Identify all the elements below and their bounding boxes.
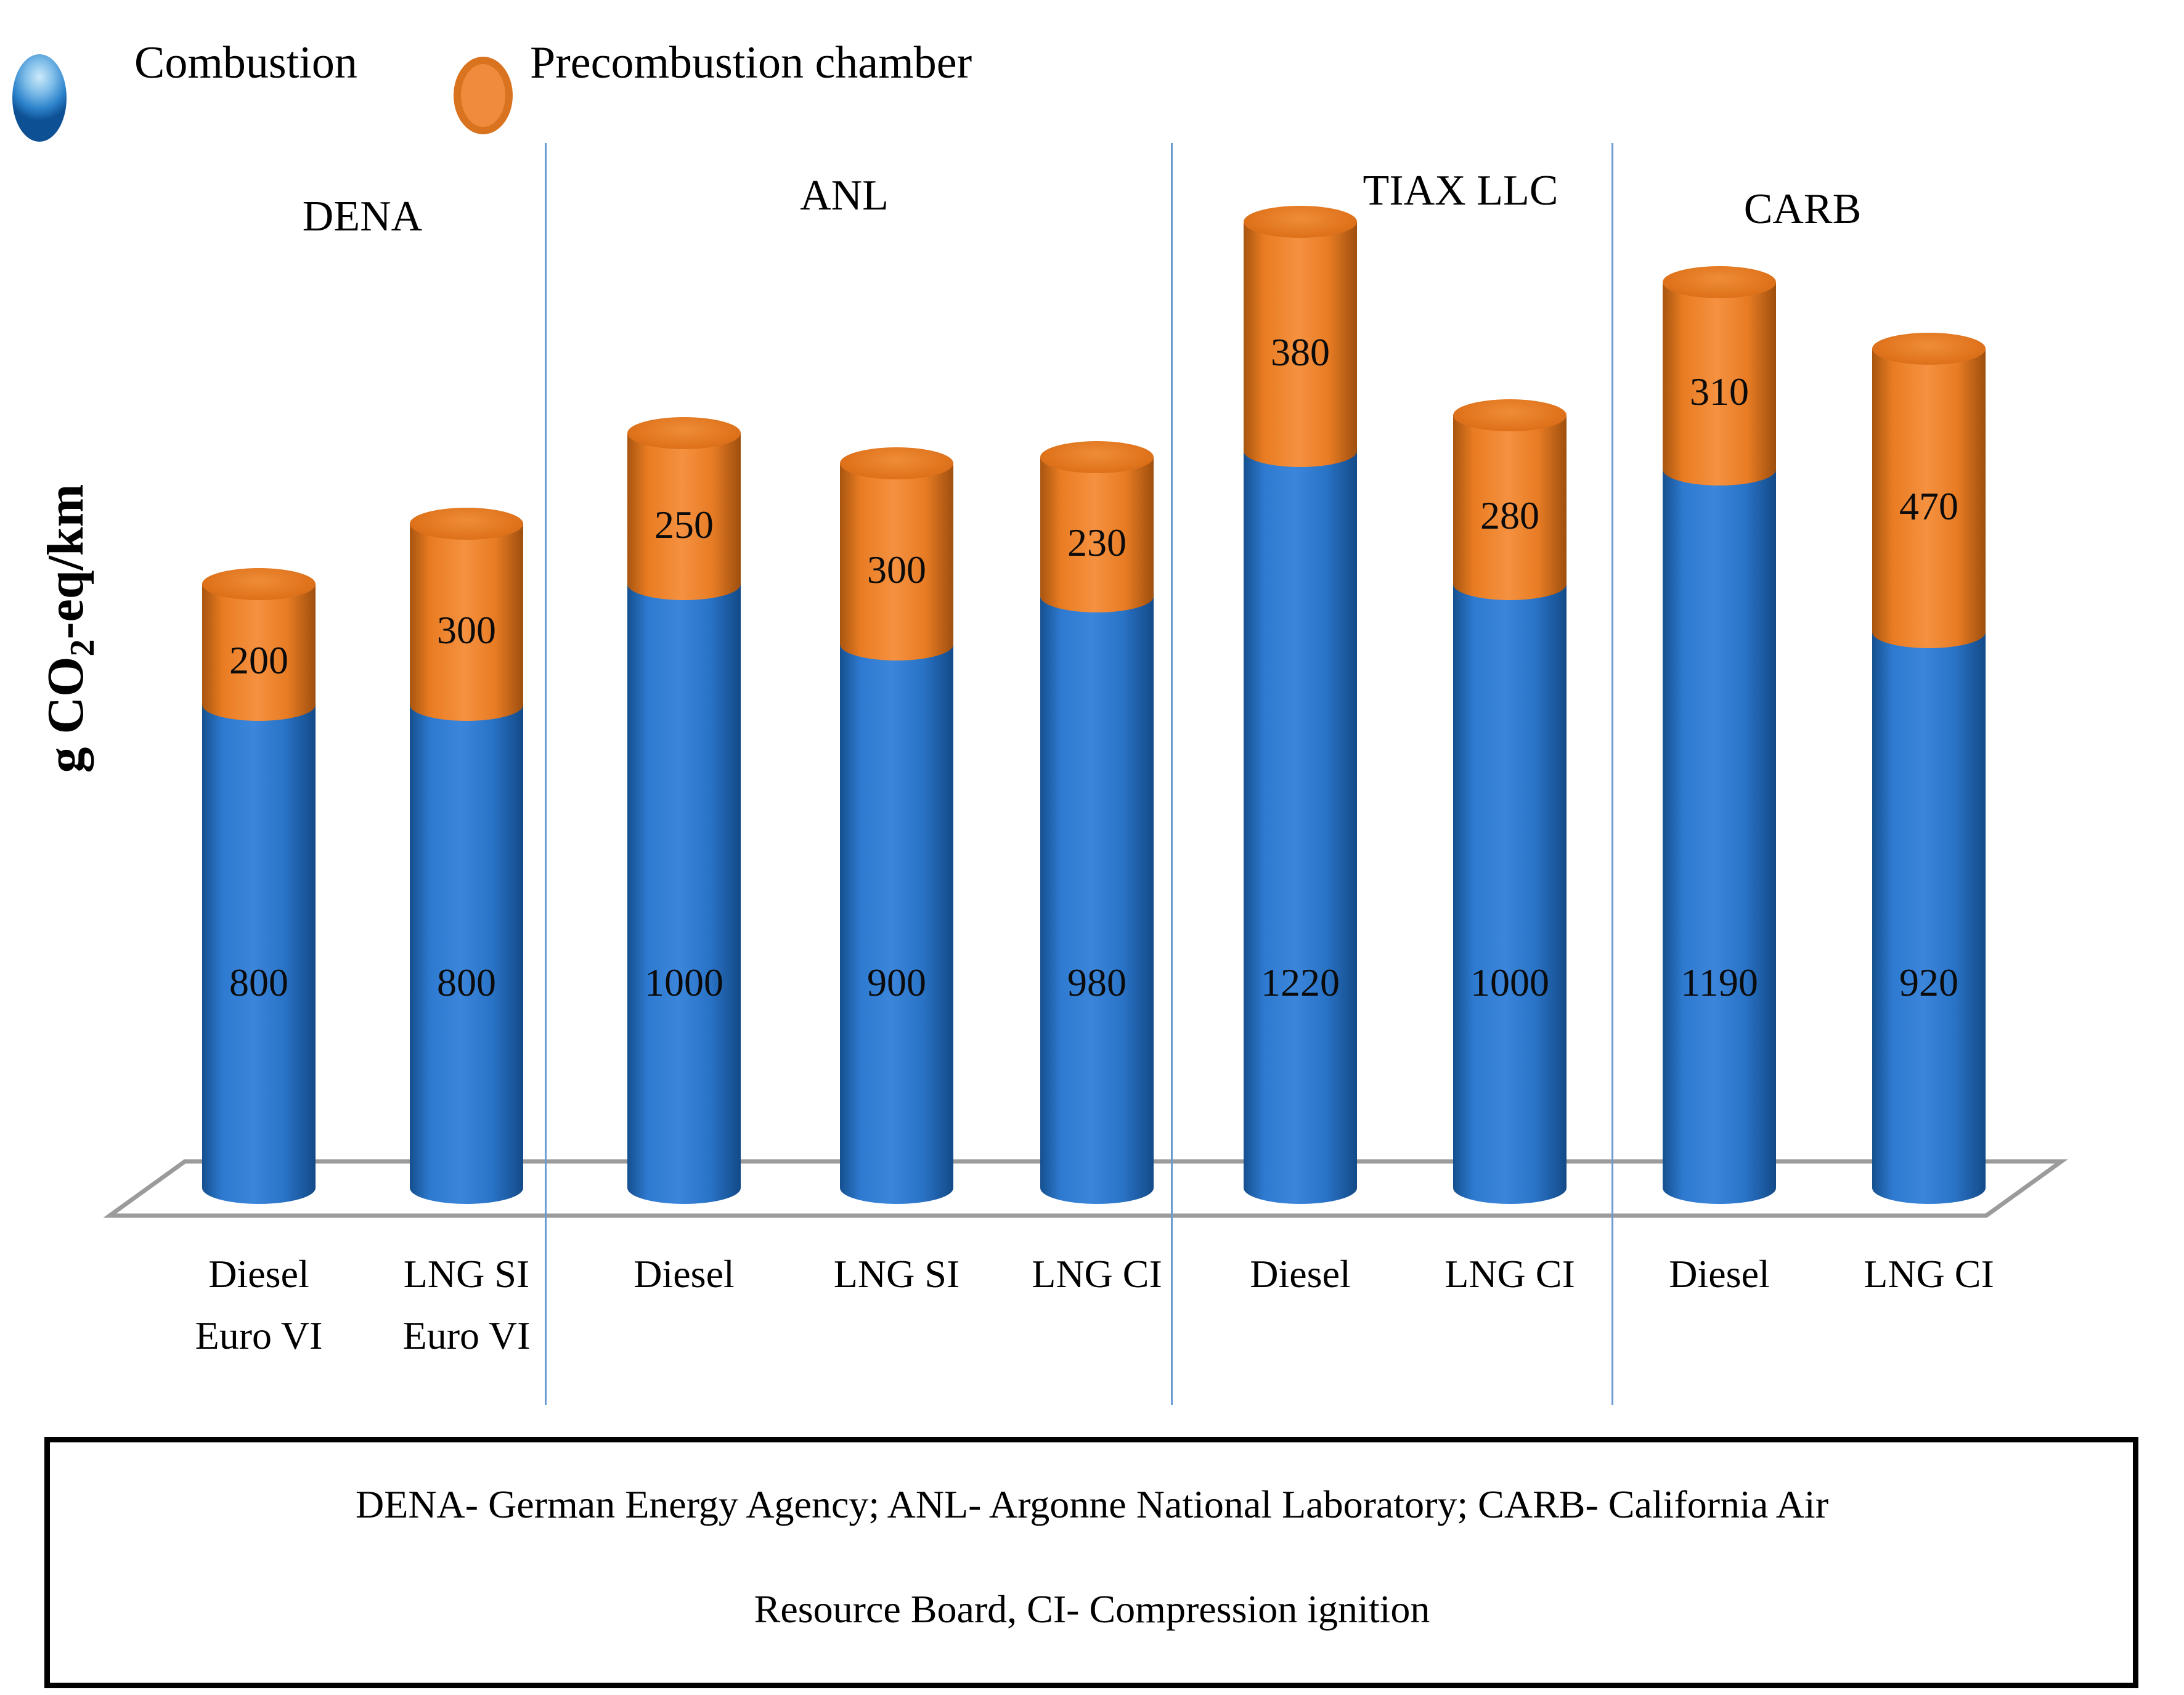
x-axis-label-2: Diesel <box>634 1252 735 1296</box>
bar-5-precombustion-value: 380 <box>1271 330 1330 375</box>
bar-4-combustion-value: 980 <box>1067 961 1127 1004</box>
bar-0-precombustion-segment <box>202 584 316 721</box>
bar-8-precombustion-segment <box>1872 348 1986 649</box>
bar-4-top-ellipse <box>1040 441 1154 474</box>
y-axis-label-prefix: g CO <box>37 656 95 773</box>
x-axis-label-6: LNG CI <box>1444 1252 1575 1296</box>
bar-5-precombustion-segment <box>1244 222 1357 468</box>
bar-6-precombustion-segment <box>1453 415 1567 600</box>
x-axis-label-1: LNG SI <box>403 1252 530 1296</box>
x-axis-label-0-line2: Euro VI <box>195 1314 323 1357</box>
y-axis-label-suffix: -eq/km <box>37 484 95 640</box>
footnote-box <box>44 1437 2138 1688</box>
group-header-carb: CARB <box>1743 185 1862 233</box>
bar-2-top-ellipse <box>627 417 741 449</box>
bar-0-precombustion-value: 200 <box>229 638 288 682</box>
bar-6-combustion-segment <box>1453 584 1567 1204</box>
bar-2-combustion-segment <box>627 584 741 1204</box>
bar-7-precombustion-segment <box>1663 282 1776 486</box>
bar-4-precombustion-segment <box>1040 457 1154 612</box>
footnote-line-1: DENA- German Energy Agency; ANL- Argonne… <box>356 1482 1828 1526</box>
footnote-line-2: Resource Board, CI- Compression ignition <box>754 1587 1430 1631</box>
bar-7-precombustion-value: 310 <box>1690 369 1749 413</box>
x-axis-label-1-line2: Euro VI <box>402 1314 531 1357</box>
bar-5-combustion-segment <box>1244 451 1357 1204</box>
x-axis-label-7: Diesel <box>1669 1252 1770 1296</box>
bar-6-combustion-value: 1000 <box>1470 961 1549 1004</box>
legend-combustion-swatch-icon <box>12 54 67 142</box>
bar-2-combustion-value: 1000 <box>645 961 723 1004</box>
bar-7-combustion-segment <box>1663 469 1776 1204</box>
bar-1-precombustion-segment <box>410 524 523 721</box>
y-axis-label: g CO2-eq/km <box>36 484 102 773</box>
bar-2-precombustion-segment <box>627 433 741 600</box>
bar-4-precombustion-value: 230 <box>1067 520 1127 564</box>
x-axis-label-3: LNG SI <box>833 1252 960 1296</box>
group-header-tiax-llc: TIAX LLC <box>1363 167 1559 214</box>
x-axis-label-5: Diesel <box>1250 1252 1351 1296</box>
bar-3-precombustion-segment <box>840 463 953 661</box>
bar-3-top-ellipse <box>840 447 953 479</box>
bar-8-precombustion-value: 470 <box>1899 484 1958 529</box>
bar-5-combustion-value: 1220 <box>1261 961 1340 1004</box>
bar-0-top-ellipse <box>202 568 316 600</box>
bar-1-combustion-value: 800 <box>437 961 496 1004</box>
group-divider-0 <box>545 143 547 1405</box>
group-divider-2 <box>1612 143 1613 1405</box>
bar-5-top-ellipse <box>1244 206 1357 238</box>
bar-1-precombustion-value: 300 <box>437 608 496 652</box>
bar-0-combustion-value: 800 <box>229 961 288 1004</box>
bar-6-top-ellipse <box>1453 399 1567 431</box>
x-axis-label-0: Diesel <box>208 1252 309 1296</box>
group-header-dena: DENA <box>302 193 423 240</box>
x-axis-label-8: LNG CI <box>1864 1252 1994 1296</box>
x-axis-label-4: LNG CI <box>1032 1252 1162 1296</box>
group-divider-1 <box>1171 143 1173 1405</box>
bar-3-combustion-segment <box>840 644 953 1204</box>
bar-1-combustion-segment <box>410 705 523 1204</box>
bar-1-top-ellipse <box>410 508 523 540</box>
bar-0-combustion-segment <box>202 705 316 1204</box>
bar-3-combustion-value: 900 <box>867 961 926 1004</box>
group-header-anl: ANL <box>800 172 889 219</box>
y-axis-label-subscript: 2 <box>63 639 102 657</box>
floor-parallelogram <box>103 1159 2068 1218</box>
bar-6-precombustion-value: 280 <box>1480 493 1539 537</box>
bar-7-combustion-value: 1190 <box>1681 961 1758 1004</box>
legend-combustion-label: Combustion <box>134 38 357 88</box>
bar-3-precombustion-value: 300 <box>867 548 926 591</box>
legend-precombustion-label: Precombustion chamber <box>530 38 972 88</box>
bar-8-combustion-value: 920 <box>1899 961 1958 1004</box>
bar-8-top-ellipse <box>1872 332 1986 365</box>
legend-precombustion-swatch-icon <box>454 57 513 134</box>
bar-7-top-ellipse <box>1663 266 1776 298</box>
bar-2-precombustion-value: 250 <box>654 502 714 547</box>
bar-8-combustion-segment <box>1872 632 1986 1204</box>
bar-4-combustion-segment <box>1040 596 1154 1204</box>
